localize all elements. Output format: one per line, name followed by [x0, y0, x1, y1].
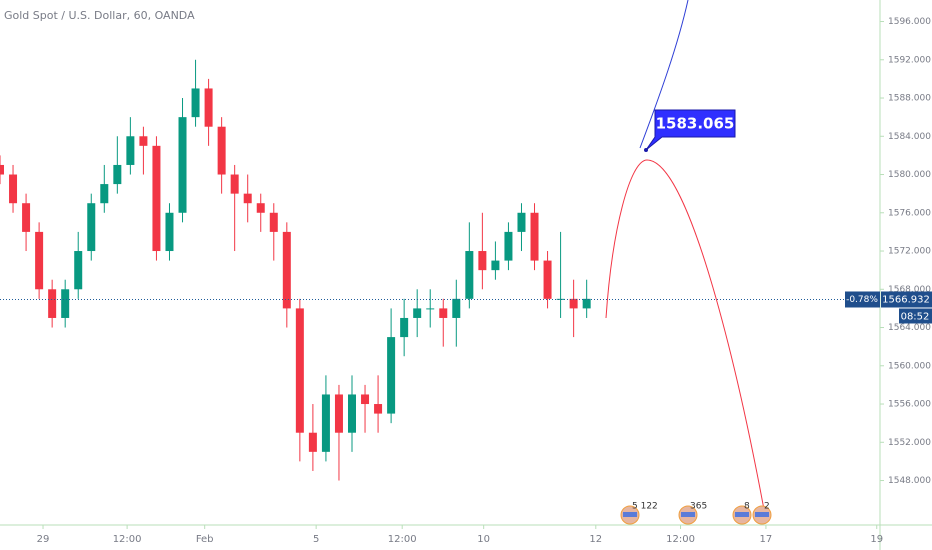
y-tick-label: 1584.000: [888, 132, 931, 142]
candle-body: [74, 251, 83, 290]
event-label: 5 122: [632, 502, 658, 512]
event-label: 8: [744, 502, 750, 512]
event-label: 2: [764, 502, 770, 512]
chart-title: Gold Spot / U.S. Dollar, 60, OANDA: [4, 9, 195, 22]
x-tick-label: 12: [589, 534, 602, 545]
event-flag-stripe: [681, 512, 695, 517]
candle-body: [295, 308, 304, 433]
candle-body: [582, 298, 591, 309]
candle-body: [452, 298, 461, 318]
projection-curve: [639, 0, 689, 149]
candle-body: [35, 231, 44, 290]
candle-body: [165, 212, 174, 252]
candle-body: [543, 260, 552, 299]
change-box: [845, 291, 880, 308]
callout-point: [644, 148, 648, 152]
y-tick-label: 1576.000: [888, 208, 931, 218]
y-tick-label: 1592.000: [888, 55, 931, 65]
candle-body: [439, 308, 448, 318]
candle-body: [256, 203, 265, 213]
y-tick-label: 1580.000: [888, 170, 931, 180]
countdown-box: [899, 308, 932, 324]
event-flag-stripe: [735, 512, 749, 517]
candle-body: [139, 136, 148, 146]
change-label: -0.78%: [846, 295, 878, 305]
candle-body: [100, 184, 109, 204]
candle-body: [113, 164, 122, 185]
candle-body: [387, 337, 396, 414]
candle-body: [400, 317, 409, 338]
candle-body: [504, 231, 513, 261]
candle-body: [321, 394, 330, 452]
y-tick-label: 1588.000: [888, 94, 931, 104]
plot-area: [0, 59, 591, 481]
price-box: [881, 291, 932, 308]
candle-body: [374, 404, 383, 414]
candle-body: [217, 126, 226, 175]
candle-body: [126, 136, 135, 165]
candle-body: [61, 289, 70, 318]
countdown-label: 08:52: [901, 311, 930, 322]
x-tick-label: 5: [313, 534, 319, 545]
candle-body: [530, 212, 539, 261]
event-flag-stripe: [755, 512, 769, 517]
callout-box: [645, 109, 736, 151]
candle-body: [556, 298, 565, 300]
candle-body: [413, 308, 422, 318]
x-tick-label: 19: [870, 534, 883, 545]
candle-body: [87, 203, 96, 252]
y-tick-label: 1572.000: [888, 247, 931, 257]
y-tick-label: 1560.000: [888, 361, 931, 371]
projection-curve: [605, 159, 766, 516]
callout-label: 1583.065: [656, 115, 735, 133]
event-flag-stripe: [623, 512, 637, 517]
candle-body: [243, 193, 252, 204]
candle-body: [491, 260, 500, 271]
y-tick-label: 1564.000: [888, 323, 931, 333]
candle-body: [178, 117, 187, 213]
candle-body: [22, 203, 31, 232]
x-tick-label: 10: [477, 534, 490, 545]
candle-body: [426, 308, 435, 310]
price-label: 1566.932: [882, 294, 930, 305]
candle-body: [0, 164, 4, 175]
candle-body: [465, 251, 474, 299]
x-tick-label: Feb: [196, 534, 214, 545]
candle-body: [348, 394, 356, 433]
candle-body: [361, 394, 370, 405]
y-tick-label: 1548.000: [888, 476, 931, 486]
candle-body: [478, 251, 487, 271]
candle-body: [204, 88, 213, 127]
x-tick-label: 12:00: [388, 534, 417, 545]
y-tick-label: 1596.000: [888, 17, 931, 27]
y-tick-label: 1556.000: [888, 400, 931, 410]
candle-body: [152, 145, 161, 252]
y-tick-label: 1568.000: [888, 285, 931, 295]
event-label: 365: [690, 502, 707, 512]
x-tick-label: 17: [760, 534, 773, 545]
x-tick-label: 12:00: [666, 534, 695, 545]
candle-body: [334, 394, 343, 433]
x-tick-label: 29: [37, 534, 50, 545]
y-tick-label: 1552.000: [888, 438, 931, 448]
candle-body: [9, 174, 18, 204]
candle-body: [282, 231, 291, 309]
candle-body: [48, 289, 57, 318]
candle-body: [230, 174, 239, 194]
x-tick-label: 12:00: [113, 534, 142, 545]
candle-body: [308, 432, 317, 452]
candle-body: [517, 212, 526, 232]
candle-body: [191, 88, 200, 118]
candle-body: [269, 212, 278, 232]
candle-body: [569, 298, 578, 309]
